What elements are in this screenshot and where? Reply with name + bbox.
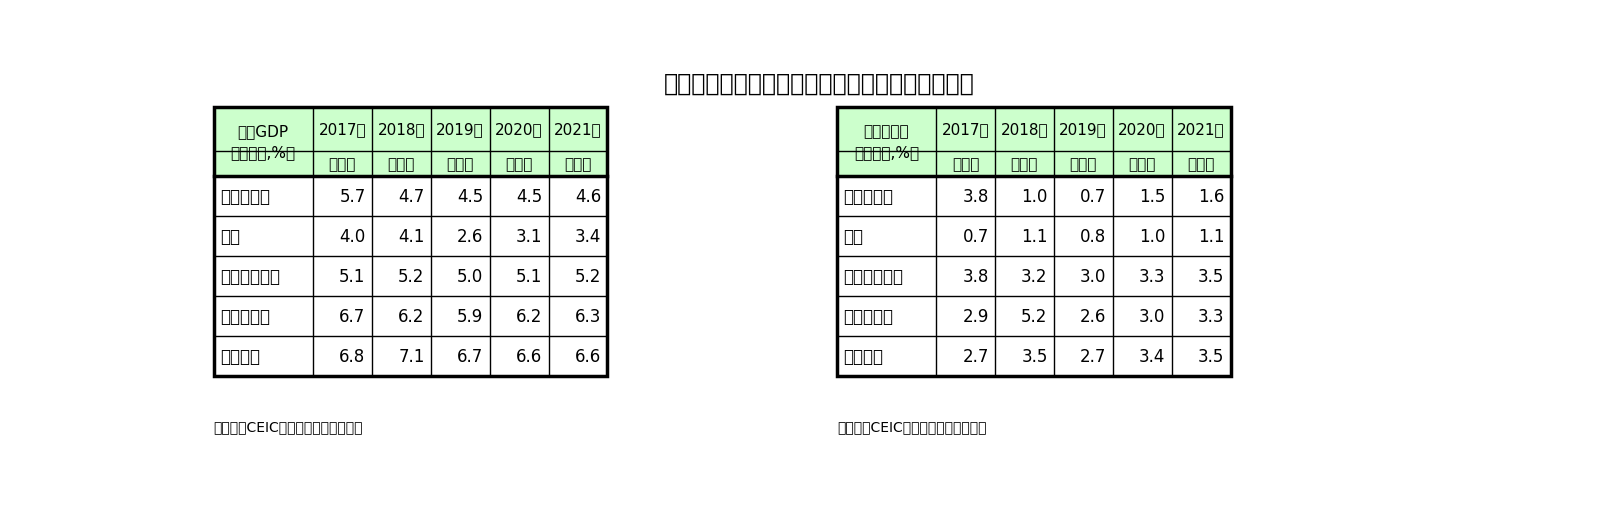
Text: マレーシア: マレーシア: [844, 188, 893, 206]
Text: 4.0: 4.0: [339, 228, 366, 245]
Text: 5.1: 5.1: [516, 268, 542, 285]
Text: フィリピン: フィリピン: [844, 308, 893, 326]
Text: 3.0: 3.0: [1139, 308, 1165, 326]
Text: 6.8: 6.8: [339, 347, 366, 366]
Bar: [837, 108, 1230, 177]
Text: ベトナム: ベトナム: [221, 347, 260, 366]
Text: 2017年: 2017年: [318, 122, 366, 137]
Text: （予）: （予）: [1187, 157, 1214, 172]
Text: 3.2: 3.2: [1021, 268, 1048, 285]
Text: （資料）CEIC、ニッセイ基礎研究所: （資料）CEIC、ニッセイ基礎研究所: [214, 420, 363, 433]
Bar: [214, 108, 607, 376]
Text: 2018年: 2018年: [1000, 122, 1048, 137]
Text: 3.5: 3.5: [1021, 347, 1048, 366]
Text: 5.2: 5.2: [1021, 308, 1048, 326]
Text: 2019年: 2019年: [1059, 122, 1107, 137]
Text: 東南アジア５カ国の成長率とインフレ率の見通し: 東南アジア５カ国の成長率とインフレ率の見通し: [663, 72, 975, 95]
Text: 2.9: 2.9: [962, 308, 989, 326]
Text: 5.2: 5.2: [398, 268, 425, 285]
Text: 6.7: 6.7: [457, 347, 484, 366]
Text: （予）: （予）: [564, 157, 591, 172]
Text: 1.1: 1.1: [1198, 228, 1224, 245]
Text: （予）: （予）: [1128, 157, 1155, 172]
Text: 3.4: 3.4: [575, 228, 601, 245]
Bar: [837, 108, 1230, 376]
Text: 2019年: 2019年: [436, 122, 484, 137]
Text: 消費者物価
（前年比,%）: 消費者物価 （前年比,%）: [853, 124, 919, 160]
Text: インドネシア: インドネシア: [844, 268, 903, 285]
Text: 3.5: 3.5: [1198, 347, 1224, 366]
Text: 5.7: 5.7: [339, 188, 366, 206]
Text: 1.0: 1.0: [1021, 188, 1048, 206]
Bar: [214, 108, 607, 177]
Text: 6.2: 6.2: [516, 308, 542, 326]
Text: （予）: （予）: [446, 157, 475, 172]
Text: 2020年: 2020年: [1119, 122, 1167, 137]
Text: 5.1: 5.1: [339, 268, 366, 285]
Text: （実）: （実）: [1010, 157, 1039, 172]
Text: 2.6: 2.6: [457, 228, 484, 245]
Text: 1.5: 1.5: [1139, 188, 1165, 206]
Text: 6.3: 6.3: [575, 308, 601, 326]
Text: 2.7: 2.7: [1080, 347, 1106, 366]
Text: （実）: （実）: [388, 157, 415, 172]
Text: 1.6: 1.6: [1198, 188, 1224, 206]
Text: 3.0: 3.0: [1080, 268, 1106, 285]
Text: 4.5: 4.5: [516, 188, 542, 206]
Text: 4.5: 4.5: [457, 188, 484, 206]
Text: 4.1: 4.1: [398, 228, 425, 245]
Text: 6.6: 6.6: [575, 347, 601, 366]
Text: 0.7: 0.7: [962, 228, 989, 245]
Text: 4.6: 4.6: [575, 188, 601, 206]
Text: マレーシア: マレーシア: [221, 188, 270, 206]
Text: 2021年: 2021年: [555, 122, 602, 137]
Text: 6.6: 6.6: [516, 347, 542, 366]
Text: （資料）CEIC、ニッセイ基礎研究所: （資料）CEIC、ニッセイ基礎研究所: [837, 420, 986, 433]
Text: タイ: タイ: [221, 228, 240, 245]
Text: 3.1: 3.1: [516, 228, 542, 245]
Text: 3.5: 3.5: [1198, 268, 1224, 285]
Text: 5.9: 5.9: [457, 308, 484, 326]
Text: 3.4: 3.4: [1139, 347, 1165, 366]
Text: 5.2: 5.2: [575, 268, 601, 285]
Text: （実）: （実）: [952, 157, 980, 172]
Text: タイ: タイ: [844, 228, 863, 245]
Text: インドネシア: インドネシア: [221, 268, 280, 285]
Bar: [837, 108, 1230, 376]
Text: 3.8: 3.8: [962, 188, 989, 206]
Text: 6.7: 6.7: [339, 308, 366, 326]
Text: 3.3: 3.3: [1139, 268, 1165, 285]
Text: （予）: （予）: [1069, 157, 1096, 172]
Bar: [214, 108, 607, 376]
Text: 5.0: 5.0: [457, 268, 484, 285]
Text: ベトナム: ベトナム: [844, 347, 884, 366]
Text: 2017年: 2017年: [941, 122, 989, 137]
Text: 2.6: 2.6: [1080, 308, 1106, 326]
Text: 実質GDP
（前年比,%）: 実質GDP （前年比,%）: [230, 124, 296, 160]
Text: 3.3: 3.3: [1198, 308, 1224, 326]
Text: 0.7: 0.7: [1080, 188, 1106, 206]
Text: （予）: （予）: [505, 157, 532, 172]
Text: 7.1: 7.1: [398, 347, 425, 366]
Text: 2018年: 2018年: [377, 122, 425, 137]
Text: フィリピン: フィリピン: [221, 308, 270, 326]
Text: 1.0: 1.0: [1139, 228, 1165, 245]
Text: 2020年: 2020年: [495, 122, 543, 137]
Text: （実）: （実）: [329, 157, 356, 172]
Text: 2021年: 2021年: [1178, 122, 1224, 137]
Text: 1.1: 1.1: [1021, 228, 1048, 245]
Text: 0.8: 0.8: [1080, 228, 1106, 245]
Text: 2.7: 2.7: [962, 347, 989, 366]
Text: 3.8: 3.8: [962, 268, 989, 285]
Text: 6.2: 6.2: [398, 308, 425, 326]
Text: 4.7: 4.7: [398, 188, 425, 206]
